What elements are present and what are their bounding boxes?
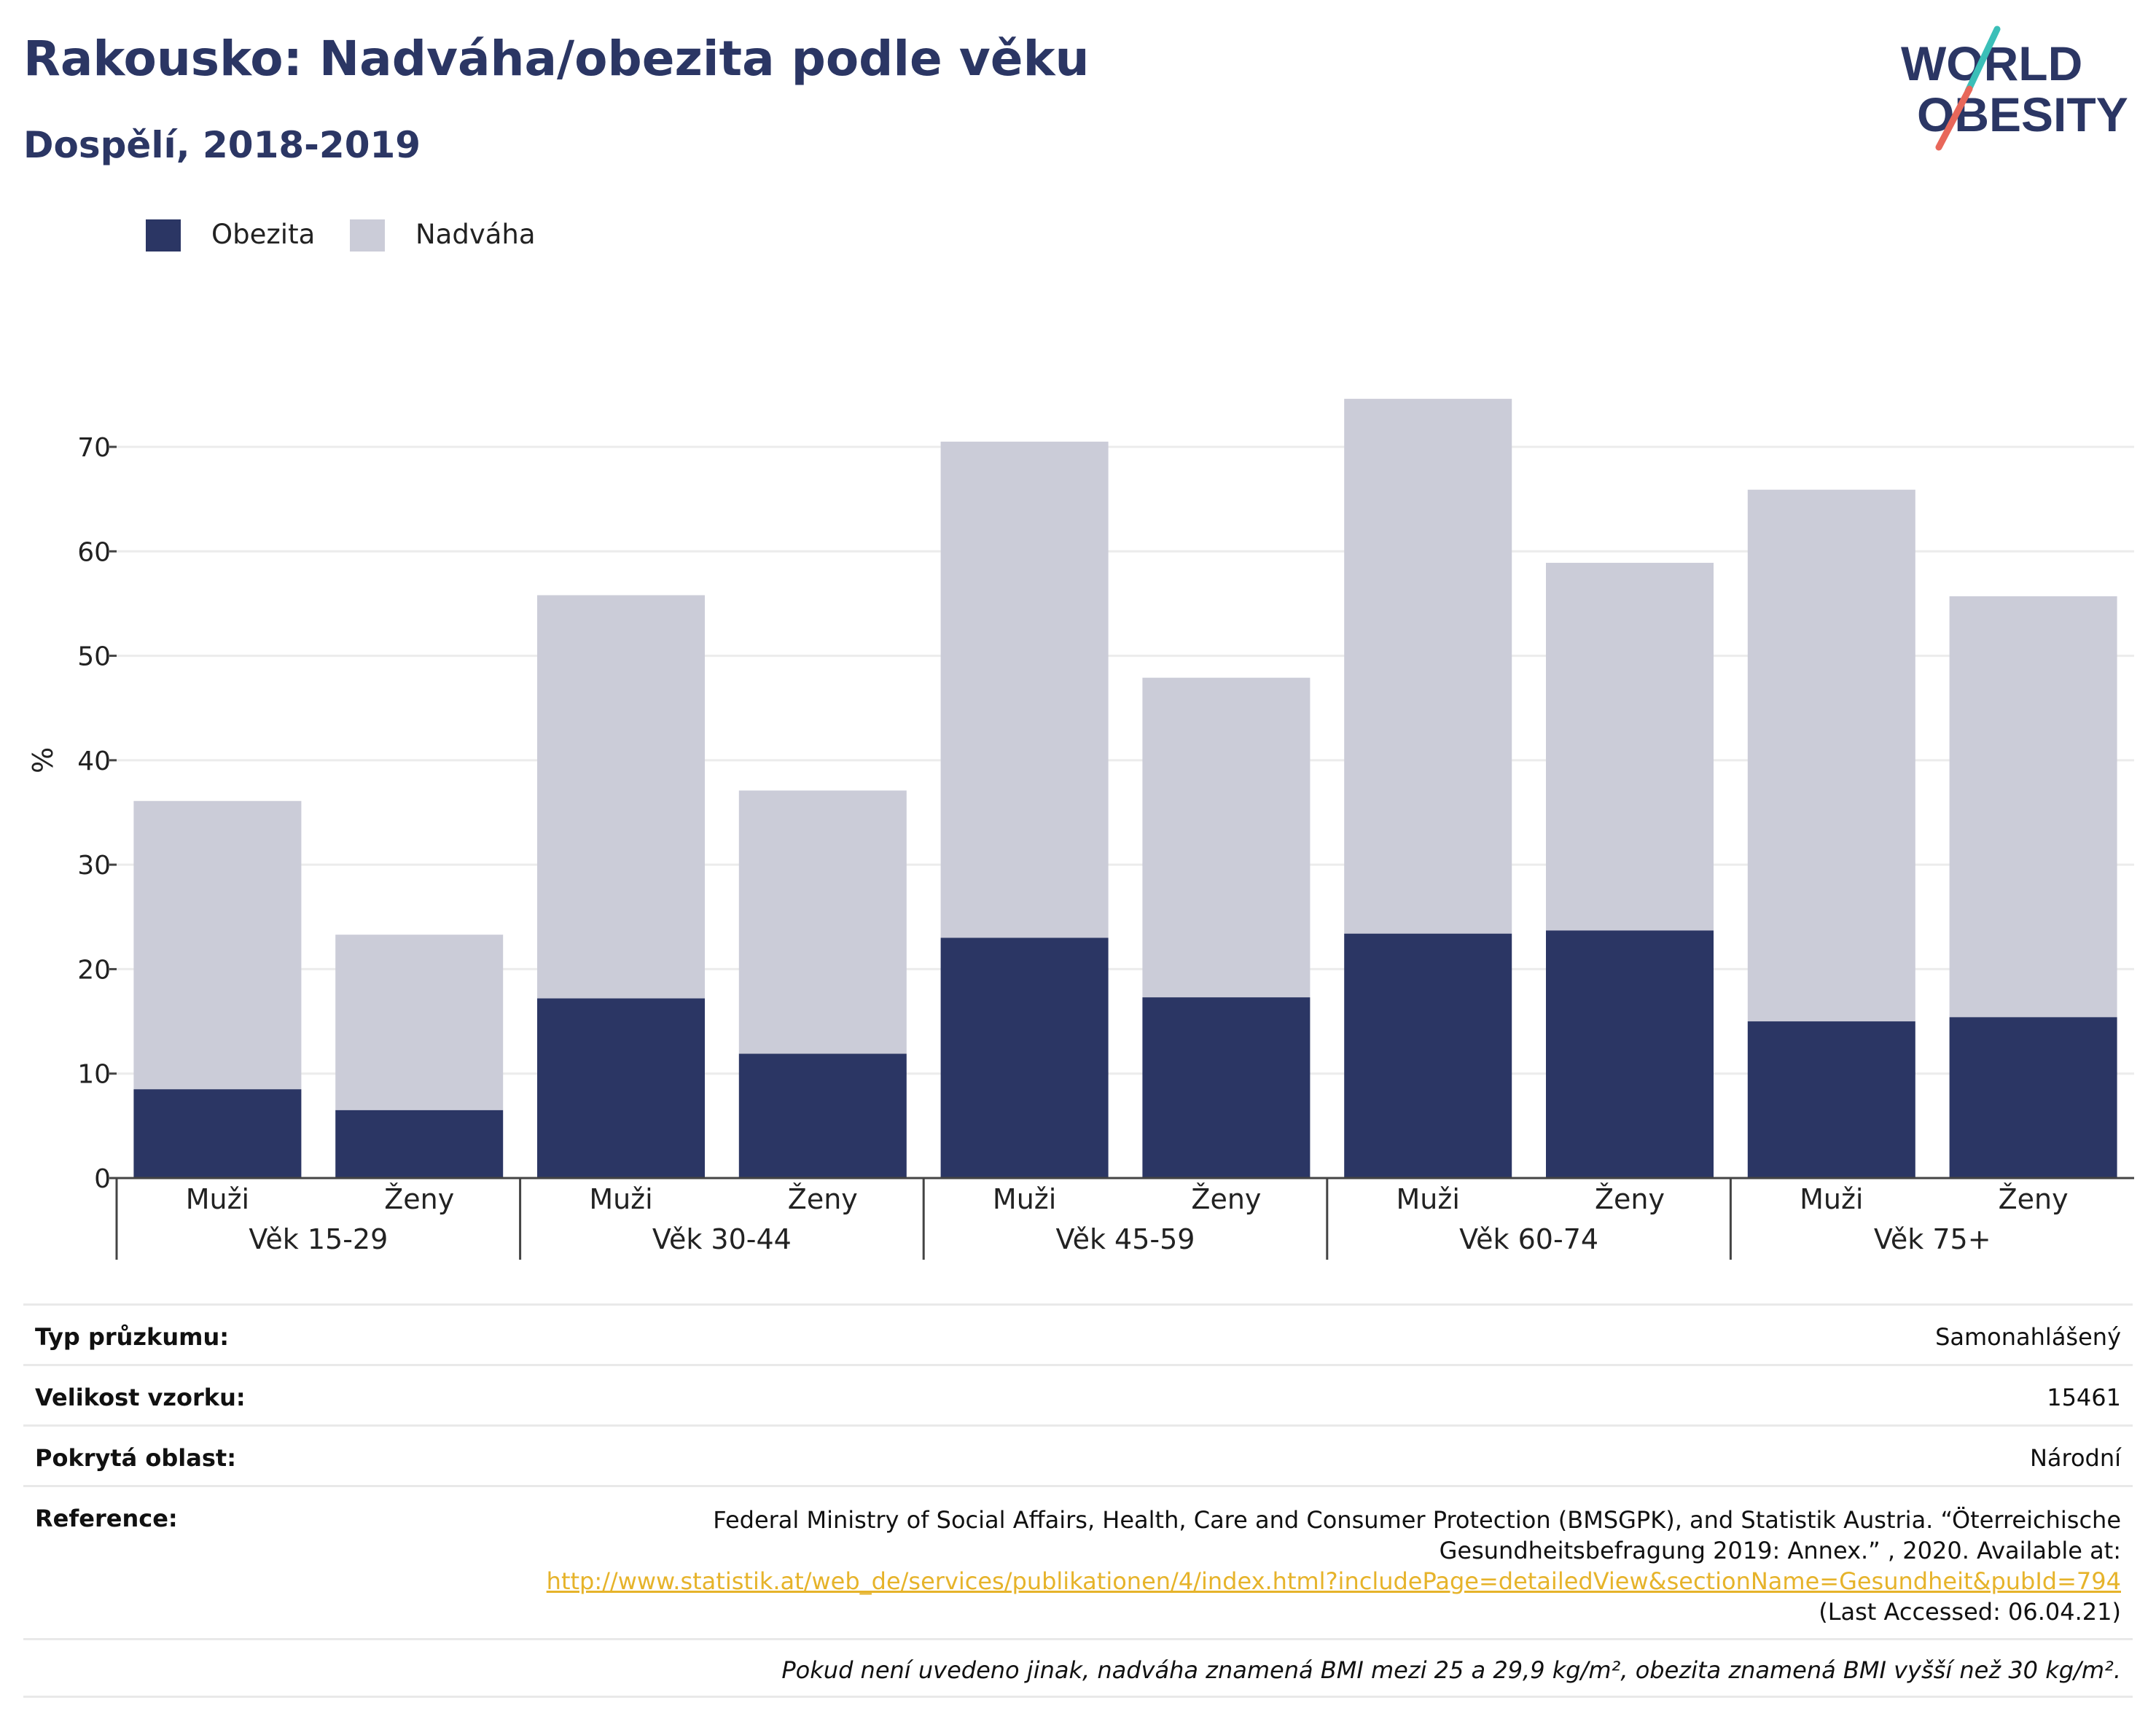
world-obesity-logo: WORLD OBESITY	[1901, 26, 2128, 151]
x-group-label: Věk 60-74	[1459, 1223, 1598, 1255]
y-tick-label: 70	[77, 433, 111, 463]
sample-size-label: Velikost vzorku:	[35, 1384, 246, 1411]
y-tick-label: 50	[77, 642, 111, 672]
reference-label: Reference:	[35, 1505, 178, 1532]
legend-swatch-nadvaha	[350, 219, 385, 252]
x-category-label: Muži	[1397, 1183, 1460, 1215]
legend-label-obezita: Obezita	[211, 219, 316, 250]
x-category-label: Ženy	[384, 1183, 454, 1215]
reference-link[interactable]: http://www.statistik.at/web_de/services/…	[546, 1567, 2121, 1595]
y-tick-label: 10	[77, 1060, 111, 1090]
bar-nadvaha	[1344, 399, 1512, 934]
bar-nadvaha	[1142, 677, 1311, 998]
bar-obezita	[1747, 1021, 1915, 1178]
bar-obezita	[1344, 933, 1512, 1178]
bar-obezita	[738, 1053, 907, 1178]
reference-line-1: Federal Ministry of Social Affairs, Heal…	[713, 1506, 2121, 1534]
info-row-survey-type: Typ průzkumu: Samonahlášený	[23, 1303, 2133, 1364]
bar-obezita	[940, 937, 1109, 1178]
survey-type-label: Typ průzkumu:	[35, 1323, 230, 1351]
y-tick-label: 20	[77, 955, 111, 985]
bar-obezita	[133, 1089, 302, 1178]
bar-nadvaha	[537, 595, 705, 999]
bar-nadvaha	[738, 790, 907, 1054]
bar-chart: 0 10 20 30 40 50 60 70% Muži Ženy Muži Ženy Muži Ženy…	[27, 399, 2134, 1260]
bar-nadvaha	[335, 935, 504, 1110]
y-axis-label: %	[27, 747, 59, 773]
survey-type-value: Samonahlášený	[1935, 1323, 2121, 1351]
logo-slash-coral	[1935, 85, 1973, 151]
reference-accessed: (Last Accessed: 06.04.21)	[1819, 1598, 2121, 1626]
bar-obezita	[1142, 997, 1311, 1178]
x-category-label: Muži	[589, 1183, 652, 1215]
bar-nadvaha	[1949, 596, 2117, 1018]
bar-obezita	[335, 1110, 504, 1178]
bar-nadvaha	[1546, 563, 1714, 931]
legend-swatch-obezita	[146, 219, 181, 252]
x-category-label: Ženy	[1595, 1183, 1665, 1215]
sample-size-value: 15461	[2047, 1384, 2121, 1411]
bar-nadvaha	[133, 800, 302, 1090]
bar-nadvaha	[1747, 489, 1915, 1022]
chart-subtitle: Dospělí, 2018-2019	[23, 124, 421, 166]
info-row-reference: Reference: Federal Ministry of Social Af…	[23, 1485, 2133, 1638]
x-category-label: Ženy	[1191, 1183, 1261, 1215]
x-group-label: Věk 30-44	[652, 1223, 792, 1255]
chart-title: Rakousko: Nadváha/obezita podle věku	[23, 31, 1090, 87]
area-value: Národní	[2029, 1444, 2121, 1472]
y-tick-label: 30	[77, 851, 111, 881]
survey-info-table: Typ průzkumu: Samonahlášený Velikost vzo…	[23, 1303, 2133, 1698]
legend-label-nadvaha: Nadváha	[415, 219, 536, 250]
y-tick-label: 0	[94, 1164, 111, 1194]
logo-text-obesity: OBESITY	[1917, 87, 2128, 141]
reference-text: Federal Ministry of Social Affairs, Heal…	[547, 1505, 2121, 1627]
x-category-label: Muži	[993, 1183, 1056, 1215]
x-group-label: Věk 45-59	[1056, 1223, 1195, 1255]
y-tick-label: 60	[77, 537, 111, 567]
x-group-label: Věk 15-29	[249, 1223, 388, 1255]
bar-nadvaha	[940, 441, 1109, 938]
x-category-label: Muži	[186, 1183, 249, 1215]
reference-line-2: Gesundheitsbefragung 2019: Annex.” , 202…	[1439, 1537, 2121, 1564]
x-category-label: Muži	[1800, 1183, 1863, 1215]
y-tick-label: 40	[77, 746, 111, 776]
bar-obezita	[1546, 930, 1714, 1178]
info-row-area: Pokrytá oblast: Národní	[23, 1424, 2133, 1485]
x-category-label: Ženy	[1999, 1183, 2069, 1215]
x-group-label: Věk 75+	[1874, 1223, 1991, 1255]
bar-obezita	[1949, 1017, 2117, 1178]
x-category-label: Ženy	[788, 1183, 858, 1215]
info-row-sample-size: Velikost vzorku: 15461	[23, 1364, 2133, 1424]
bar-obezita	[537, 998, 705, 1178]
logo-slash-teal	[1964, 26, 2001, 95]
area-label: Pokrytá oblast:	[35, 1444, 236, 1472]
bmi-note: Pokud není uvedeno jinak, nadváha znamen…	[781, 1656, 2121, 1684]
info-row-note: Pokud není uvedeno jinak, nadváha znamen…	[23, 1638, 2133, 1698]
